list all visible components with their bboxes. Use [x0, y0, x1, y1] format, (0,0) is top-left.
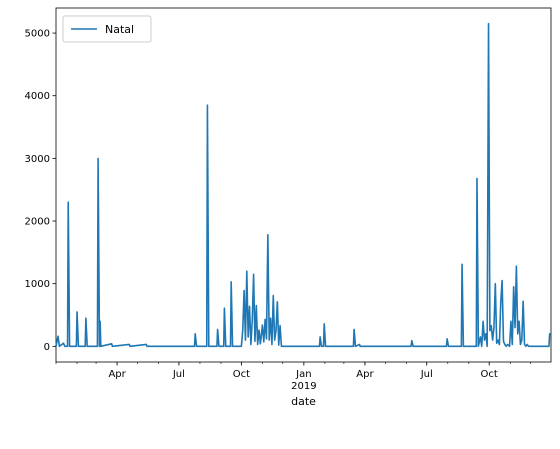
- x-tick-label: Apr: [108, 369, 126, 380]
- x-tick-label: Apr: [356, 369, 374, 380]
- y-tick-label: 5000: [25, 29, 50, 40]
- legend: Natal: [62, 15, 152, 43]
- series-layer: [55, 22, 551, 348]
- y-tick-label: 3000: [25, 154, 50, 165]
- x-axis-title: date: [291, 395, 316, 408]
- legend-label-natal: Natal: [105, 23, 134, 36]
- x-tick-label: Jul: [420, 369, 433, 380]
- legend-box: [62, 15, 152, 43]
- series-line-natal: [55, 22, 551, 348]
- y-axis: 0 1000 2000 3000 4000 5000: [25, 29, 56, 353]
- y-tick-label: 2000: [25, 217, 50, 228]
- x-tick-label: Oct: [233, 369, 250, 380]
- y-tick-label: 4000: [25, 91, 50, 102]
- y-tick-label: 0: [44, 342, 50, 353]
- x-tick-label: Jan: [295, 369, 311, 380]
- x-tick-label: Jul: [172, 369, 185, 380]
- x-tick-label: Oct: [481, 369, 498, 380]
- y-tick-label: 1000: [25, 279, 50, 290]
- x-tick-year-label: 2019: [291, 381, 316, 392]
